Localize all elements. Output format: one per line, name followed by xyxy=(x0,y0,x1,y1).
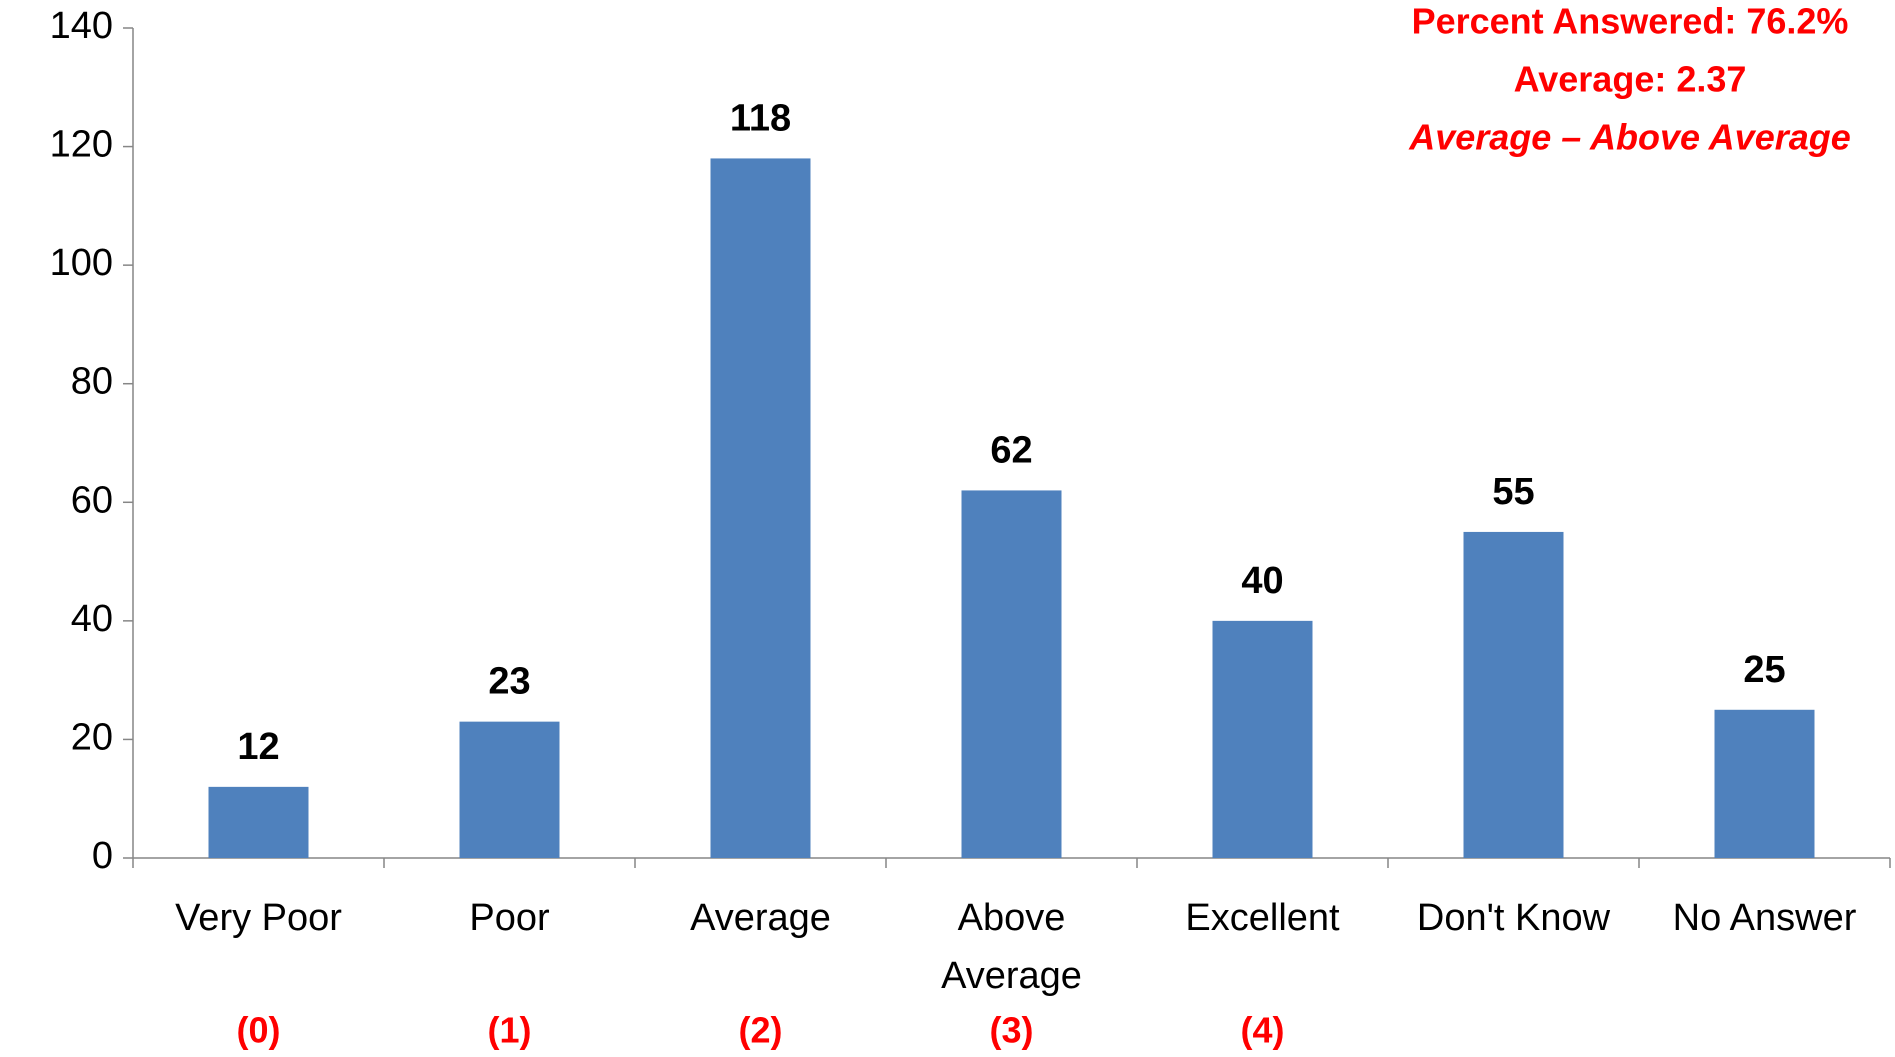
bar xyxy=(1212,620,1313,858)
y-tick-label: 80 xyxy=(71,361,113,403)
bar xyxy=(1463,531,1564,858)
y-tick-label: 0 xyxy=(92,835,113,877)
x-tick-label: Very Poor xyxy=(175,897,342,939)
scale-code: (3) xyxy=(990,1010,1034,1051)
x-tick-label: Don't Know xyxy=(1417,897,1611,939)
y-tick-label: 100 xyxy=(50,242,113,284)
x-tick-label: No Answer xyxy=(1673,897,1857,939)
bar xyxy=(208,786,309,858)
y-tick-label: 140 xyxy=(50,5,113,47)
x-tick-label: Average xyxy=(690,897,831,939)
scale-code: (0) xyxy=(237,1010,281,1051)
scale-code: (4) xyxy=(1241,1010,1285,1051)
annotation: Average: 2.37 xyxy=(1514,59,1747,100)
data-label: 25 xyxy=(1743,649,1785,691)
bar xyxy=(459,721,560,858)
bar xyxy=(1714,709,1815,858)
x-tick-label: Above Average xyxy=(941,897,1082,997)
bar xyxy=(710,158,811,858)
data-label: 62 xyxy=(990,429,1032,471)
data-label: 118 xyxy=(730,97,791,139)
y-tick-label: 60 xyxy=(71,479,113,521)
data-label: 40 xyxy=(1241,560,1283,602)
y-tick-label: 20 xyxy=(71,716,113,758)
y-tick-label: 120 xyxy=(50,124,113,166)
y-tick-label: 40 xyxy=(71,598,113,640)
annotation: Percent Answered: 76.2% xyxy=(1412,1,1849,42)
data-label: 23 xyxy=(488,661,530,703)
scale-code: (2) xyxy=(739,1010,783,1051)
scale-code: (1) xyxy=(488,1010,532,1051)
x-tick-label: Poor xyxy=(469,897,550,939)
data-label: 55 xyxy=(1492,471,1534,513)
data-label: 12 xyxy=(237,726,279,768)
annotation: Average – Above Average xyxy=(1408,117,1851,158)
x-tick-label: Excellent xyxy=(1185,897,1340,939)
bar xyxy=(961,490,1062,858)
